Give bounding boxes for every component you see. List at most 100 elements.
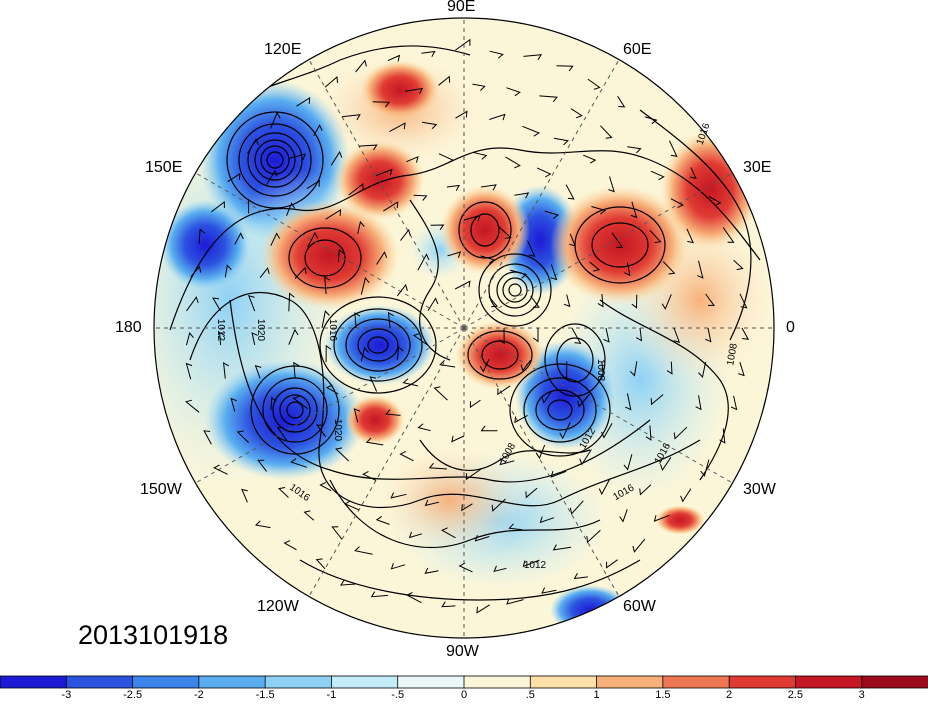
wind-barb — [396, 345, 404, 361]
timestamp-label: 2013101918 — [78, 620, 229, 650]
longitude-label-90w: 90W — [446, 643, 479, 660]
wind-barb — [212, 297, 222, 312]
wind-barb — [389, 122, 406, 133]
longitude-label-30e: 30E — [743, 159, 772, 176]
wind-barb — [680, 488, 692, 503]
wind-barb — [390, 563, 406, 570]
map-boundary — [153, 17, 775, 639]
wind-barb — [697, 260, 704, 279]
wind-barb — [412, 333, 429, 346]
contour-label: 1008 — [725, 342, 740, 366]
wind-barb — [591, 206, 607, 215]
wind-barb — [286, 202, 296, 216]
wind-barb — [259, 267, 270, 279]
wind-barb — [463, 214, 481, 222]
wind-barb — [360, 277, 370, 295]
wind-barb — [472, 83, 486, 91]
wind-barb — [530, 295, 540, 308]
wind-barb — [447, 251, 462, 258]
wind-barb — [527, 240, 536, 257]
colorbar-swatch — [596, 675, 664, 689]
meridian-line — [463, 327, 620, 597]
wind-barb — [550, 264, 558, 281]
longitude-label-0: 0 — [786, 319, 795, 336]
wind-barb — [375, 515, 390, 525]
wind-barb — [571, 327, 582, 345]
wind-barb — [541, 587, 557, 594]
wind-barb — [340, 579, 356, 586]
wind-barb — [408, 531, 423, 539]
wind-barb — [570, 108, 583, 119]
wind-barb — [514, 192, 530, 199]
wind-barb — [474, 535, 490, 542]
colorbar-swatch — [463, 675, 532, 689]
wind-barb — [370, 591, 388, 598]
wind-barb — [354, 312, 361, 329]
colorbar-swatch — [728, 675, 797, 689]
longitude-label-150e: 150E — [145, 159, 183, 176]
wind-barb — [290, 458, 307, 468]
anomaly-field — [154, 18, 774, 638]
wind-barb — [733, 259, 744, 271]
wind-barb — [424, 567, 439, 574]
wind-barb — [488, 296, 499, 308]
wind-barb — [396, 283, 408, 297]
colorbar-swatch — [264, 675, 333, 689]
wind-barb — [337, 248, 345, 263]
wind-barb — [509, 269, 528, 279]
wind-barb — [421, 50, 436, 58]
wind-barb — [186, 296, 199, 312]
wind-barb — [739, 293, 748, 309]
wind-barb — [355, 59, 367, 73]
wind-barb — [573, 573, 588, 580]
wind-barb — [203, 430, 212, 445]
graticule — [154, 18, 774, 638]
wind-barb — [608, 176, 615, 193]
wind-barb — [303, 510, 315, 521]
wind-barb — [644, 116, 658, 125]
wind-barb — [738, 362, 745, 377]
wind-barb — [399, 450, 414, 462]
wind-barb — [535, 444, 546, 460]
colorbar-tick-label: .5 — [525, 689, 535, 701]
wind-barb — [708, 196, 722, 206]
contour-set — [226, 111, 611, 457]
positive-anomaly-center — [660, 130, 760, 250]
wind-barb — [597, 293, 604, 308]
wind-barb — [632, 538, 646, 553]
wind-barb — [400, 228, 411, 241]
wind-barb — [428, 462, 447, 470]
meridian-line — [463, 59, 620, 329]
wind-barb — [276, 427, 287, 441]
wind-barb — [611, 232, 624, 249]
colorbar-swatch — [397, 675, 465, 689]
wind-barb — [294, 266, 307, 279]
wind-barb — [190, 265, 202, 278]
colorbar-tick-label: 2.5 — [787, 689, 804, 701]
wind-barb — [358, 144, 378, 151]
wind-barb — [325, 384, 339, 395]
wind-barb — [213, 464, 228, 475]
colorbar-tick-label: -1.5 — [255, 689, 275, 701]
wind-barb — [627, 146, 642, 154]
wind-barb — [353, 408, 361, 423]
negative-anomaly-center — [325, 305, 435, 385]
longitude-label-150w: 150W — [140, 481, 182, 498]
colorbar-tick-label: 1 — [593, 689, 600, 701]
wind-barb — [313, 124, 323, 136]
wind-barb — [631, 294, 638, 309]
wind-barb — [234, 232, 244, 245]
wind-barb — [639, 484, 652, 496]
colorbar-swatch — [662, 675, 731, 689]
wind-barb — [424, 499, 440, 507]
wind-barb — [465, 468, 482, 481]
wind-barb — [476, 604, 490, 614]
wind-barb — [600, 125, 613, 139]
contour-label: 1020 — [255, 319, 266, 342]
wind-barb — [668, 140, 678, 157]
wind-barb — [288, 328, 299, 345]
meridian-line — [308, 327, 465, 597]
wind-barb — [198, 228, 206, 244]
